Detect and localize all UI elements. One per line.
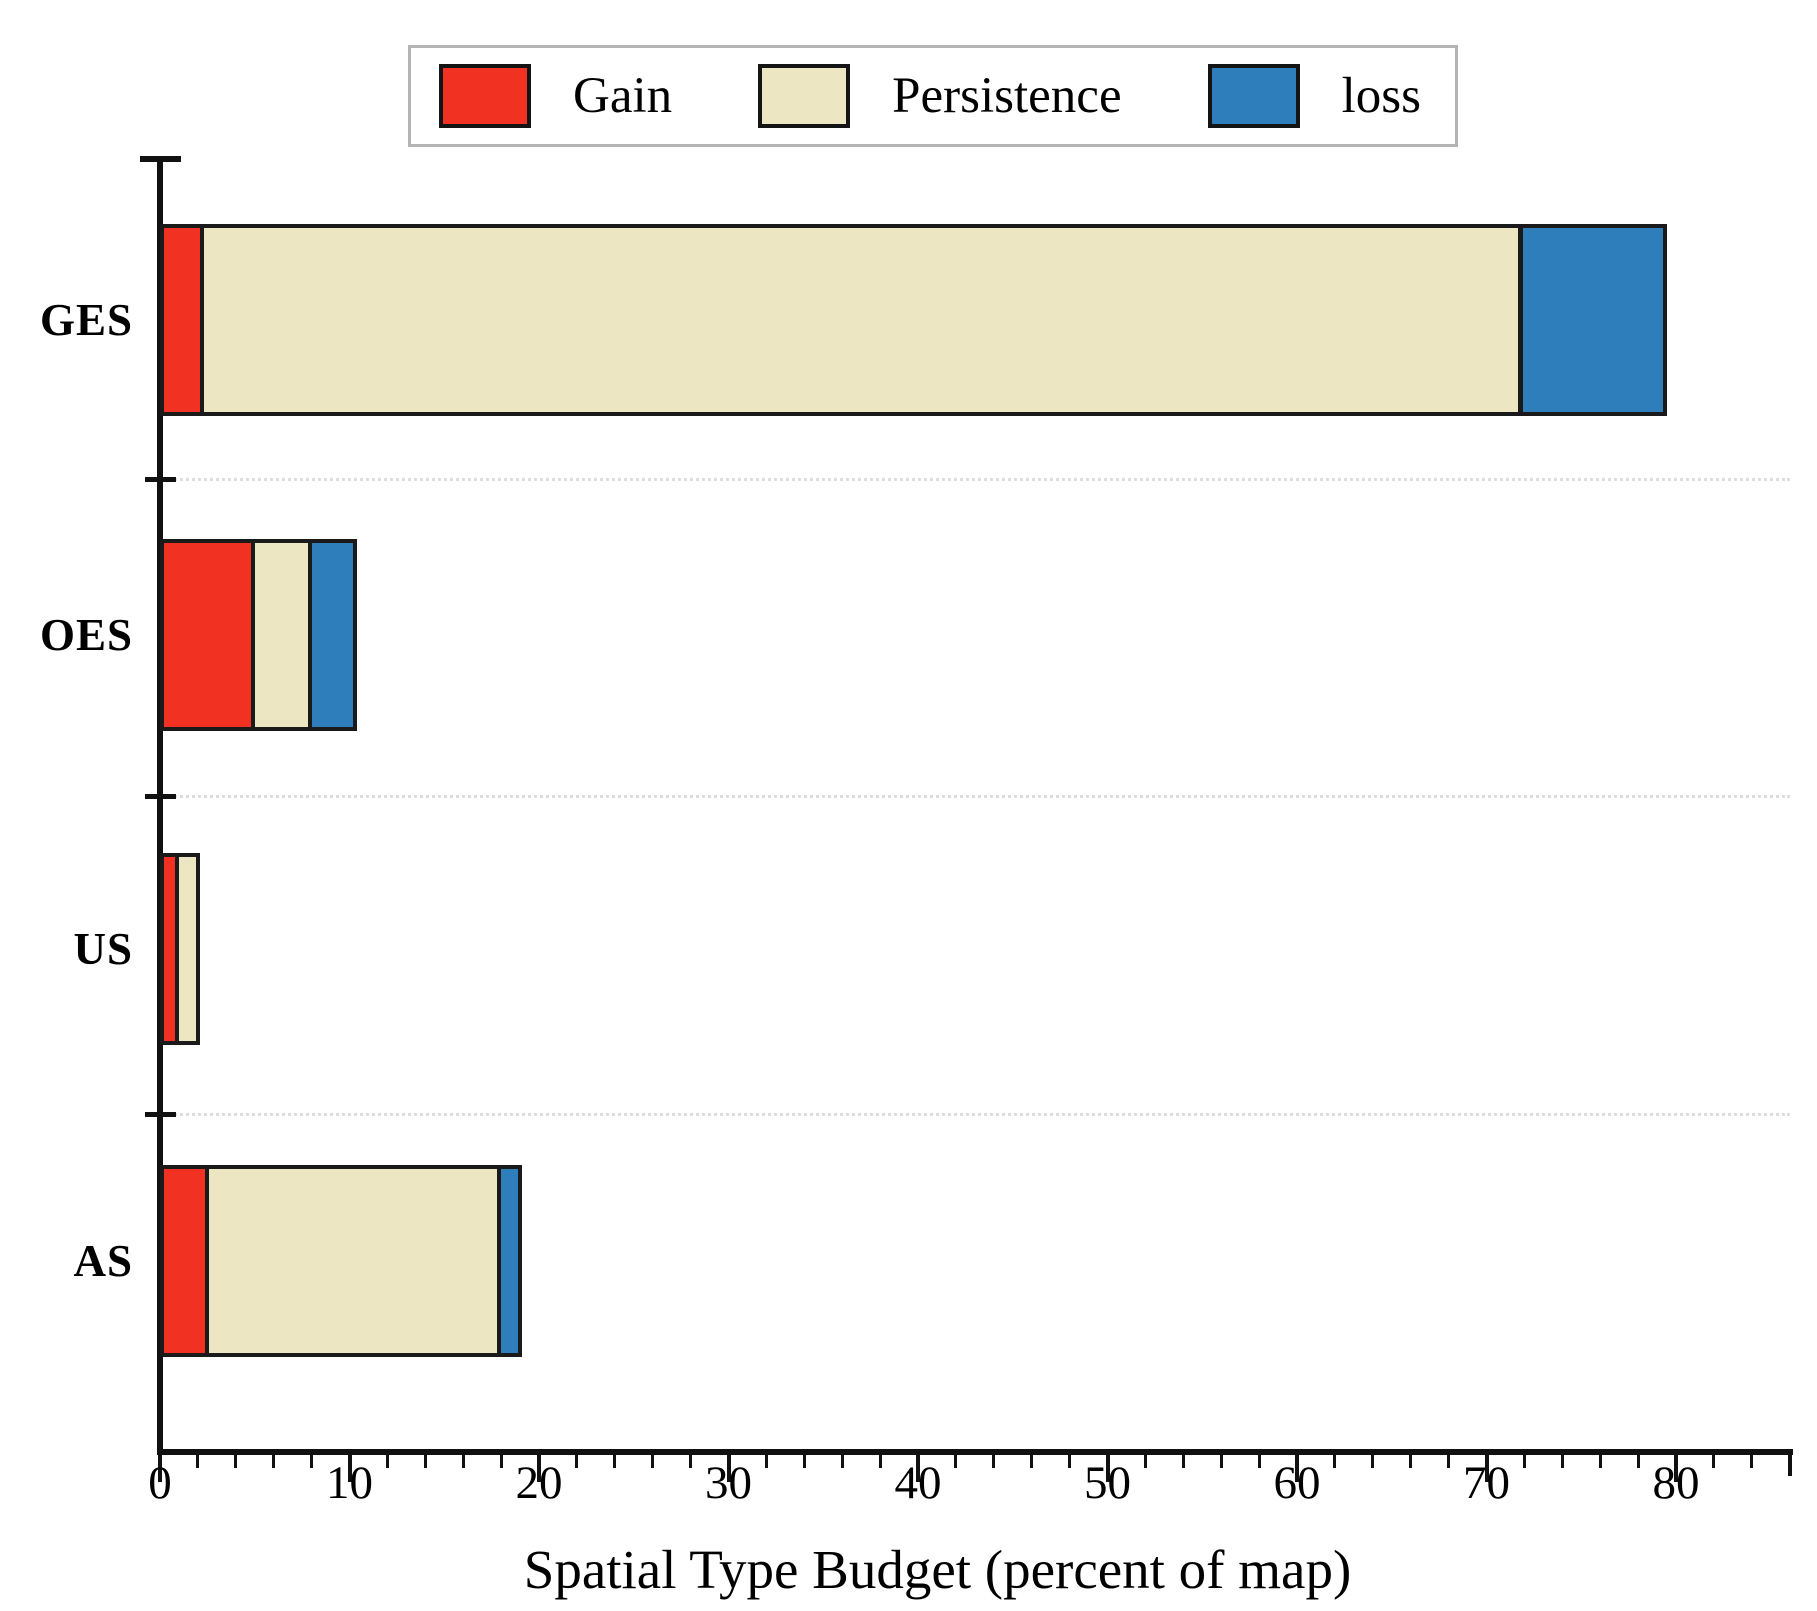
x-minor-tick-72 [1522, 1455, 1526, 1468]
x-minor-tick-54 [1181, 1455, 1185, 1468]
x-minor-tick-62 [1333, 1455, 1337, 1468]
legend-label-gain: Gain [573, 67, 673, 124]
bar-as-persistence-segment [205, 1165, 502, 1357]
bar-ges-gain-segment [160, 224, 204, 416]
x-minor-tick-36 [840, 1455, 844, 1468]
bar-oes-gain-segment [160, 539, 255, 731]
x-minor-tick-44 [992, 1455, 996, 1468]
x-major-tick-80 [1674, 1455, 1678, 1482]
x-minor-tick-52 [1143, 1455, 1147, 1468]
y-axis-tick-2 [145, 1112, 176, 1117]
x-tick-label-60: 60 [1273, 1457, 1321, 1509]
x-minor-tick-56 [1219, 1455, 1223, 1468]
y-axis-tick-0 [145, 477, 176, 482]
x-axis-end-tick [1787, 1455, 1792, 1476]
x-major-tick-50 [1105, 1455, 1110, 1482]
x-minor-tick-82 [1712, 1455, 1716, 1468]
x-minor-tick-32 [764, 1455, 768, 1468]
y-axis-tick-1 [145, 794, 176, 799]
x-axis-title: Spatial Type Budget (percent of map) [523, 1539, 1352, 1600]
x-minor-tick-26 [651, 1455, 655, 1468]
x-minor-tick-84 [1750, 1455, 1754, 1468]
x-minor-tick-14 [423, 1455, 427, 1468]
x-tick-label-80: 80 [1652, 1457, 1700, 1509]
x-tick-label-10: 10 [326, 1457, 373, 1509]
x-minor-tick-48 [1068, 1455, 1072, 1468]
x-major-tick-10 [347, 1455, 352, 1482]
x-minor-tick-74 [1560, 1455, 1564, 1468]
x-minor-tick-22 [575, 1455, 579, 1468]
x-minor-tick-4 [234, 1455, 238, 1468]
x-major-tick-20 [537, 1455, 541, 1482]
x-minor-tick-18 [499, 1455, 503, 1468]
legend-entry-gain: Gain [439, 64, 672, 128]
legend-entry-persistence: Persistence [758, 64, 1122, 128]
x-tick-label-70: 70 [1463, 1457, 1510, 1509]
x-minor-tick-34 [802, 1455, 806, 1468]
x-tick-label-30: 30 [705, 1457, 752, 1509]
legend-label-loss: loss [1341, 67, 1421, 124]
x-axis-line [157, 1449, 1793, 1455]
legend-entry-loss: loss [1207, 64, 1421, 128]
x-major-tick-30 [726, 1455, 731, 1482]
x-tick-label-0: 0 [148, 1457, 172, 1509]
bar-ges-persistence-segment [199, 224, 1523, 416]
x-major-tick-60 [1295, 1455, 1299, 1482]
y-axis-label-us: US [73, 924, 133, 974]
y-axis-label-ges: GES [39, 295, 133, 345]
x-minor-tick-8 [310, 1455, 314, 1468]
x-minor-tick-6 [272, 1455, 276, 1468]
gain-swatch-icon [439, 64, 531, 128]
x-minor-tick-28 [689, 1455, 693, 1468]
x-minor-tick-64 [1371, 1455, 1375, 1468]
x-minor-tick-46 [1030, 1455, 1034, 1468]
x-minor-tick-2 [196, 1455, 200, 1468]
bar-ges-loss-segment [1518, 224, 1667, 416]
x-major-tick-40 [916, 1455, 920, 1482]
bar-oes-loss-segment [307, 539, 358, 731]
y-axis-line [157, 158, 163, 1455]
x-minor-tick-42 [954, 1455, 958, 1468]
x-minor-tick-12 [385, 1455, 389, 1468]
x-major-tick-0 [158, 1455, 162, 1482]
x-tick-label-50: 50 [1084, 1457, 1131, 1509]
bar-us-persistence-segment [174, 853, 200, 1045]
y-axis-label-oes: OES [39, 610, 133, 660]
x-minor-tick-24 [613, 1455, 617, 1468]
loss-swatch-icon [1207, 64, 1300, 128]
legend-label-persistence: Persistence [892, 67, 1122, 124]
x-minor-tick-16 [461, 1455, 465, 1468]
category-separator-line-1 [163, 795, 1790, 798]
x-minor-tick-58 [1257, 1455, 1261, 1468]
category-separator-line-2 [163, 1113, 1790, 1116]
x-minor-tick-38 [878, 1455, 882, 1468]
bar-as-loss-segment [497, 1165, 522, 1357]
x-minor-tick-68 [1447, 1455, 1451, 1468]
persistence-swatch-icon [758, 64, 851, 128]
x-major-tick-70 [1484, 1455, 1489, 1482]
y-axis-top-tick [140, 156, 181, 162]
x-tick-label-40: 40 [894, 1457, 942, 1509]
legend: Gain Persistence loss [408, 45, 1458, 147]
x-minor-tick-78 [1636, 1455, 1640, 1468]
x-tick-label-20: 20 [515, 1457, 563, 1509]
category-separator-line-0 [163, 478, 1790, 481]
x-minor-tick-66 [1409, 1455, 1413, 1468]
y-axis-label-as: AS [73, 1236, 133, 1286]
bar-oes-persistence-segment [250, 539, 312, 731]
x-minor-tick-76 [1598, 1455, 1602, 1468]
bar-as-gain-segment [160, 1165, 210, 1357]
